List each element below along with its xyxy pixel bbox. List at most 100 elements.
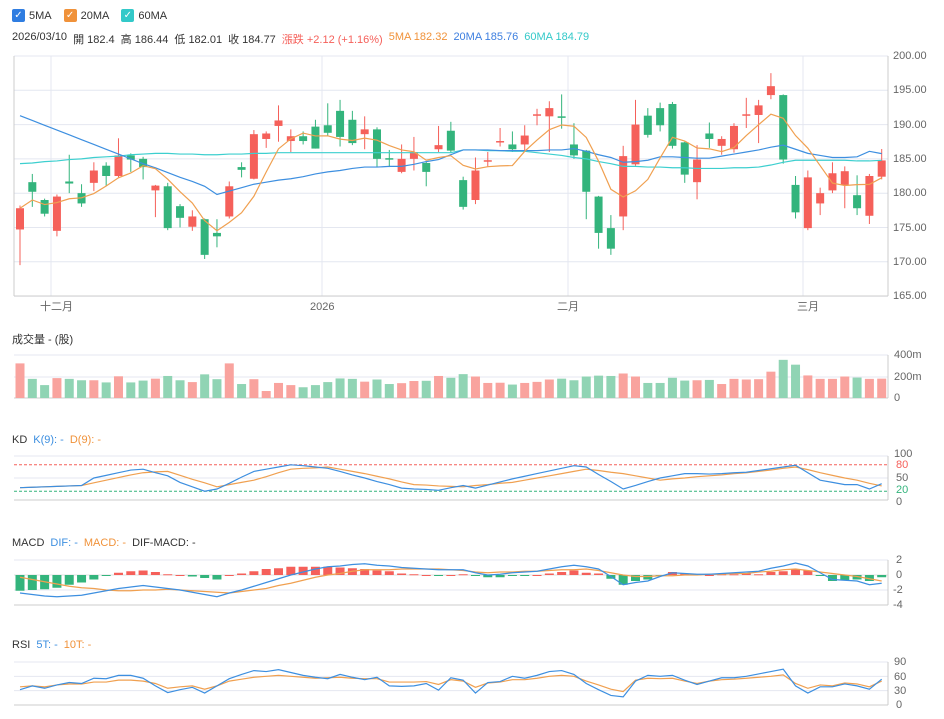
d-line <box>19 466 882 489</box>
macd-histogram-bar <box>667 572 677 575</box>
checkbox-checked-icon[interactable]: ✓ <box>121 9 135 22</box>
macd-histogram-bar <box>815 575 825 576</box>
macd-histogram-bar <box>249 571 259 575</box>
ma-legend: ✓ 5MA ✓ 20MA ✓ 60MA <box>12 9 167 22</box>
candle-down <box>656 108 665 126</box>
volume-bar <box>815 378 825 398</box>
candle-up <box>360 129 369 135</box>
macd-histogram-bar <box>52 575 62 588</box>
macd-label: MACD <box>12 537 45 549</box>
macd-histogram-bar <box>409 574 419 576</box>
kd-label: KD <box>12 434 28 446</box>
ma5-line <box>19 113 882 232</box>
x-label-dec: 十二月 <box>40 301 73 313</box>
volume-bar <box>852 377 862 398</box>
candle-down <box>212 232 221 237</box>
volume-bar <box>827 378 837 398</box>
rsi10-label: 10T: - <box>63 639 92 651</box>
volume-bar <box>754 379 764 398</box>
checkbox-checked-icon[interactable]: ✓ <box>63 9 77 22</box>
candle-down <box>102 165 111 176</box>
candle-up <box>16 208 24 230</box>
macd-histogram-bar <box>77 575 87 583</box>
x-label-2026: 2026 <box>310 301 335 313</box>
close-label: 收 <box>228 34 240 46</box>
volume-bar <box>126 382 136 398</box>
candle-up <box>865 175 874 216</box>
volume-bar <box>212 379 222 398</box>
volume-bar <box>310 385 320 398</box>
candle-up <box>631 124 640 165</box>
volume-bar <box>323 382 333 398</box>
candle-down <box>779 95 788 160</box>
volume-title: 成交量 - (股) <box>12 334 74 346</box>
volume-bar <box>372 379 382 398</box>
volume-bar <box>274 382 284 398</box>
candle-down <box>557 116 566 118</box>
candle-down <box>459 180 468 207</box>
candle-up <box>766 86 775 96</box>
macd-histogram-bar <box>261 569 271 575</box>
macd-histogram-bar <box>840 575 850 581</box>
macd-histogram-bar <box>163 574 173 576</box>
volume-bar <box>557 378 567 398</box>
low-value: 182.01 <box>188 34 223 46</box>
volume-bar <box>766 371 776 398</box>
rsi-tick: 60 <box>894 671 907 683</box>
candle-up <box>262 133 271 139</box>
volume-bar <box>409 381 419 398</box>
price-tick: 185.00 <box>893 152 927 165</box>
checkbox-checked-icon[interactable]: ✓ <box>12 9 25 22</box>
dif-line <box>19 562 882 598</box>
macd-histogram-bar <box>458 574 468 576</box>
macd-tick: -2 <box>893 584 903 596</box>
volume-bar <box>569 380 579 398</box>
candle-down <box>569 144 578 156</box>
volume-bar <box>717 384 727 398</box>
macd-histogram-bar <box>113 572 123 575</box>
dif-label: DIF: - <box>50 537 78 549</box>
macd-histogram-bar <box>323 566 333 575</box>
kd-tick: 50 <box>896 472 909 484</box>
macd-value-label: MACD: - <box>83 537 127 549</box>
toggle-20ma[interactable]: ✓ 20MA <box>63 9 110 22</box>
macd-histogram-bar <box>544 573 554 575</box>
volume-bar <box>803 375 813 398</box>
macd-histogram-bar <box>372 570 382 575</box>
kd-title: KD K(9): - D(9): - <box>12 434 101 446</box>
volume-bar <box>618 373 628 398</box>
volume-bar <box>729 378 739 398</box>
volume-bar <box>52 378 62 398</box>
candle-down <box>40 199 49 214</box>
candle-up <box>816 193 825 204</box>
candle-down <box>606 228 615 249</box>
legend-label: 20MA <box>80 9 110 22</box>
price-tick: 190.00 <box>893 118 927 131</box>
d-label: D(9): - <box>69 434 102 446</box>
macd-histogram-bar <box>827 575 837 581</box>
rsi-title: RSI 5T: - 10T: - <box>12 639 91 651</box>
macd-histogram-bar <box>64 575 74 585</box>
candle-down <box>372 129 381 159</box>
macd-histogram-bar <box>680 573 690 575</box>
volume-bar <box>249 379 259 398</box>
candle-up <box>520 135 529 145</box>
volume-bar <box>483 382 493 398</box>
volume-bar <box>384 384 394 398</box>
volume-bar <box>200 374 210 398</box>
candle-down <box>200 219 209 255</box>
volume-bar <box>532 381 542 398</box>
toggle-60ma[interactable]: ✓ 60MA <box>121 9 167 22</box>
candle-down <box>853 195 862 209</box>
volume-bar <box>520 382 530 398</box>
hist-label: DIF-MACD: - <box>132 537 196 549</box>
kd-tick: 0 <box>896 496 903 508</box>
candle-down <box>680 142 689 175</box>
toggle-5ma[interactable]: ✓ 5MA <box>12 9 52 22</box>
volume-bar <box>594 375 604 398</box>
candle-up <box>729 125 738 150</box>
volume-bar <box>581 376 591 398</box>
candle-down <box>508 144 517 150</box>
macd-histogram-bar <box>852 575 862 580</box>
